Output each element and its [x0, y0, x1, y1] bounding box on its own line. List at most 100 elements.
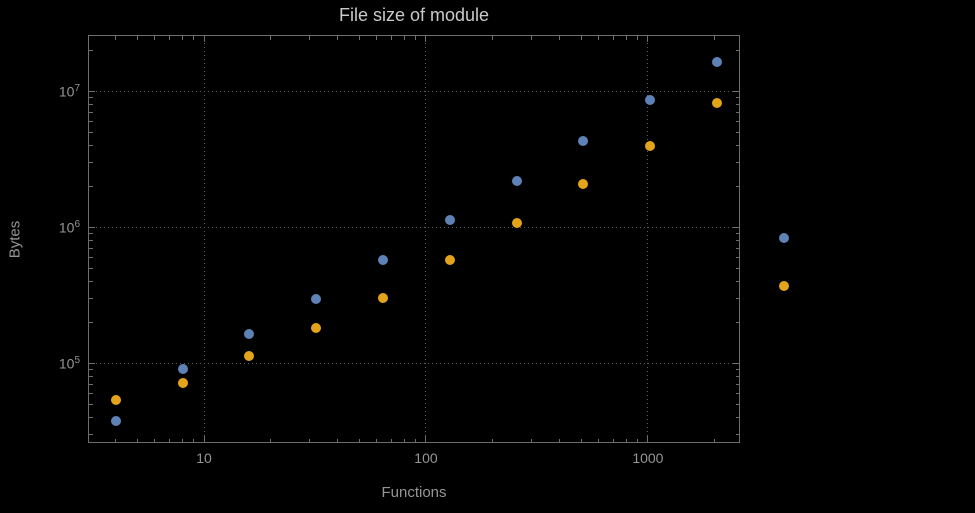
y-tick-mark — [735, 369, 739, 371]
data-point-series-2-orange — [444, 254, 455, 265]
x-tick-mark — [598, 438, 600, 442]
y-tick-mark — [733, 226, 739, 228]
x-tick-mark — [598, 36, 600, 40]
data-point-series-2-orange — [177, 377, 188, 388]
x-tick-mark — [559, 438, 561, 442]
x-tick-mark — [193, 438, 195, 442]
x-tick-mark — [647, 36, 649, 42]
x-tick-mark — [169, 438, 171, 442]
y-tick-mark — [89, 417, 93, 419]
data-point-series-1-blue — [645, 95, 656, 106]
x-tick-mark — [415, 438, 417, 442]
x-axis-label: Functions — [381, 484, 447, 501]
y-tick-mark — [735, 233, 739, 235]
data-point-series-1-blue — [711, 56, 722, 67]
y-tick-mark — [735, 145, 739, 147]
x-tick-mark — [714, 438, 716, 442]
data-point-series-1-blue — [578, 136, 589, 147]
y-tick-mark — [89, 281, 93, 283]
gridline-vertical — [203, 35, 205, 443]
x-tick-mark — [270, 438, 272, 442]
x-tick-label: 100 — [414, 450, 438, 466]
x-tick-mark — [531, 36, 533, 40]
y-tick-mark — [89, 49, 93, 51]
y-tick-mark — [89, 97, 93, 99]
data-point-series-1-blue — [511, 175, 522, 186]
gridline-horizontal — [88, 226, 740, 228]
y-tick-mark — [735, 162, 739, 164]
data-point-series-2-orange — [578, 178, 589, 189]
y-tick-mark — [735, 434, 739, 436]
y-tick-mark — [735, 384, 739, 385]
x-tick-mark — [403, 438, 405, 442]
x-tick-mark — [637, 438, 639, 442]
data-point-series-1-blue — [311, 293, 322, 304]
data-point-series-2-orange — [244, 351, 255, 362]
y-tick-mark — [89, 240, 93, 242]
x-tick-mark — [136, 438, 138, 442]
y-tick-mark — [89, 162, 93, 164]
x-tick-mark — [169, 36, 171, 40]
y-tick-mark — [89, 131, 93, 133]
data-point-series-1-blue — [778, 233, 789, 244]
y-tick-mark — [89, 267, 93, 269]
x-tick-mark — [425, 36, 427, 42]
x-tick-mark — [613, 438, 615, 442]
x-tick-mark — [358, 438, 360, 442]
x-tick-mark — [580, 36, 582, 40]
y-tick-mark — [735, 131, 739, 133]
y-tick-mark — [89, 321, 93, 323]
x-tick-mark — [337, 36, 339, 40]
y-tick-mark — [735, 393, 739, 395]
y-tick-mark — [89, 121, 93, 123]
y-tick-mark — [735, 49, 739, 51]
data-point-series-2-orange — [511, 218, 522, 229]
y-tick-mark — [89, 376, 93, 378]
x-tick-mark — [309, 36, 311, 40]
y-tick-label: 106 — [58, 219, 80, 237]
y-tick-mark — [735, 185, 739, 187]
y-tick-label: 105 — [58, 355, 80, 373]
y-tick-mark — [89, 185, 93, 187]
plot-frame — [88, 35, 740, 443]
data-point-series-2-orange — [311, 323, 322, 334]
x-tick-mark — [613, 36, 615, 40]
x-tick-mark — [391, 438, 393, 442]
gridline-horizontal — [88, 90, 740, 92]
data-point-series-2-orange — [711, 98, 722, 109]
y-tick-mark — [89, 362, 95, 364]
x-tick-mark — [203, 36, 205, 42]
y-tick-mark — [735, 121, 739, 123]
data-point-series-2-orange — [778, 281, 789, 292]
x-tick-mark — [87, 36, 89, 40]
x-tick-mark — [531, 438, 533, 442]
y-tick-mark — [89, 233, 93, 235]
y-tick-mark — [89, 298, 93, 300]
gridline-vertical — [425, 35, 427, 443]
x-tick-mark — [115, 36, 117, 40]
y-tick-mark — [89, 226, 95, 228]
y-tick-mark — [733, 362, 739, 364]
y-tick-mark — [735, 257, 739, 259]
y-tick-mark — [89, 369, 93, 371]
y-tick-mark — [735, 267, 739, 269]
x-tick-mark — [115, 438, 117, 442]
y-tick-mark — [735, 403, 739, 405]
x-tick-mark — [136, 36, 138, 40]
y-tick-mark — [89, 393, 93, 395]
data-point-series-1-blue — [444, 215, 455, 226]
x-tick-mark — [425, 436, 427, 442]
x-tick-mark — [270, 36, 272, 40]
y-tick-mark — [89, 104, 93, 106]
y-tick-mark — [89, 403, 93, 405]
y-tick-mark — [89, 434, 93, 436]
x-tick-mark — [87, 438, 89, 442]
data-point-series-2-orange — [645, 140, 656, 151]
x-tick-mark — [376, 36, 378, 40]
x-tick-mark — [637, 36, 639, 40]
x-tick-mark — [182, 36, 184, 40]
gridline-vertical — [647, 35, 649, 443]
y-tick-mark — [733, 90, 739, 92]
x-tick-mark — [580, 438, 582, 442]
